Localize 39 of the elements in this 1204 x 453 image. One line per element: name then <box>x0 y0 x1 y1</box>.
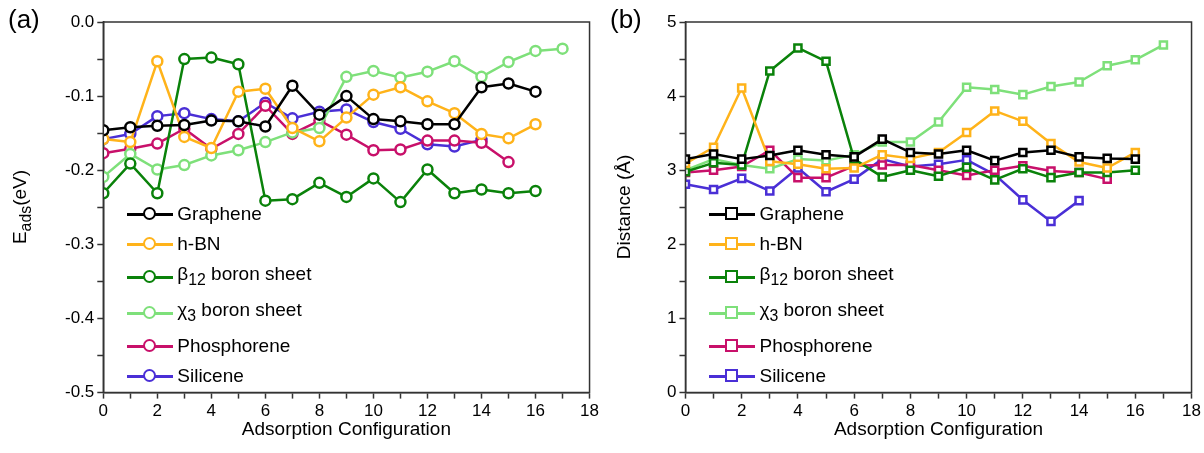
chart-title: (a) <box>8 4 40 35</box>
x-tick-label: 18 <box>1182 401 1202 421</box>
legend-label: h-BN <box>177 232 221 256</box>
x-tick-label: 16 <box>526 401 545 421</box>
y-tick-label: 3 <box>666 159 677 179</box>
x-tick-label: 4 <box>206 401 217 421</box>
legend-label: Graphene <box>759 202 844 226</box>
y-tick-label: 0.0 <box>70 11 95 31</box>
x-tick-label: 0 <box>98 401 109 421</box>
y-tick-label: -0.2 <box>65 159 95 179</box>
x-tick-label: 18 <box>580 401 600 421</box>
legend-label: Phosphorene <box>759 333 873 358</box>
y-tick-label: 1 <box>666 308 677 328</box>
y-tick-label: -0.1 <box>65 85 95 105</box>
y-tick-label: 0 <box>666 382 677 402</box>
x-tick-label: 2 <box>736 401 747 421</box>
y-tick-label: 5 <box>666 11 677 31</box>
chart-title: (b) <box>610 4 642 35</box>
x-tick-label: 4 <box>793 401 803 421</box>
legend-label: Graphene <box>177 202 262 226</box>
x-tick-label: 0 <box>680 401 691 421</box>
legend-label: χ$_{3}$ boron sheet <box>759 297 884 326</box>
x-tick-label: 16 <box>1125 401 1145 421</box>
y-axis-title: Distance (Å) <box>613 155 635 260</box>
y-tick-label: -0.3 <box>65 234 95 254</box>
legend-label: Silicene <box>759 363 826 388</box>
legend-label: Silicene <box>177 363 244 388</box>
legend-label: Phosphorene <box>177 333 291 358</box>
x-tick-label: 2 <box>152 401 163 421</box>
legend-label: β$_{12}$ boron sheet <box>177 262 312 290</box>
y-tick-label: -0.5 <box>65 382 95 402</box>
x-tick-label: 14 <box>1069 401 1089 421</box>
legend-label: β$_{12}$ boron sheet <box>759 262 894 290</box>
x-tick-label: 14 <box>472 401 491 421</box>
y-tick-label: -0.4 <box>65 308 95 328</box>
legend-label: h-BN <box>759 232 803 256</box>
y-tick-label: 2 <box>666 234 677 254</box>
y-tick-label: 4 <box>666 85 677 105</box>
legend-label: χ$_{3}$ boron sheet <box>177 297 302 326</box>
